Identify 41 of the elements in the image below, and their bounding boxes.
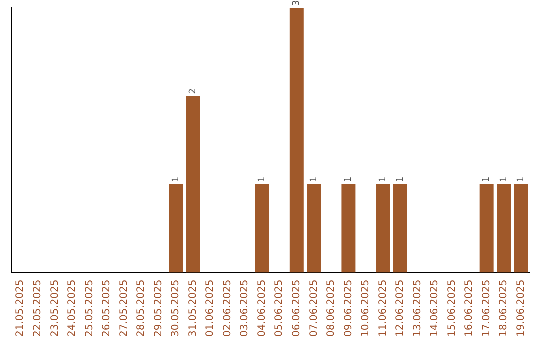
data-label: 2 xyxy=(188,88,199,94)
x-tick-label: 07.06.2025 xyxy=(308,280,320,338)
x-tick-label: 15.06.2025 xyxy=(446,280,458,338)
x-tick-label: 09.06.2025 xyxy=(343,280,354,338)
data-label: 1 xyxy=(258,176,268,182)
data-label: 1 xyxy=(171,176,182,182)
x-tick-label: 05.06.2025 xyxy=(274,280,286,338)
x-tick-label: 16.06.2025 xyxy=(464,280,476,338)
x-tick-label: 24.05.2025 xyxy=(67,280,78,338)
x-tick-label: 03.06.2025 xyxy=(240,280,251,338)
x-tick-label: 17.06.2025 xyxy=(481,280,492,338)
data-label: 3 xyxy=(292,0,302,6)
x-tick-label: 30.05.2025 xyxy=(170,280,182,338)
x-tick-label: 28.05.2025 xyxy=(136,280,148,338)
x-tick-label: 11.06.2025 xyxy=(378,280,389,338)
x-tick-label: 27.05.2025 xyxy=(118,280,130,338)
x-tick-label: 06.06.2025 xyxy=(291,280,302,338)
x-tick-label: 12.06.2025 xyxy=(395,280,406,338)
data-label: 1 xyxy=(482,176,492,182)
data-label: 1 xyxy=(344,176,354,182)
x-tick-label: 25.05.2025 xyxy=(84,280,96,338)
x-tick-label: 31.05.2025 xyxy=(188,280,199,338)
x-tick-label: 13.06.2025 xyxy=(412,280,424,338)
x-tick-label: 04.06.2025 xyxy=(256,280,268,338)
data-label: 1 xyxy=(499,176,510,182)
data-label: 1 xyxy=(516,176,527,182)
x-tick-label: 14.06.2025 xyxy=(430,280,441,338)
x-tick-label: 26.05.2025 xyxy=(102,280,113,338)
data-label: 1 xyxy=(396,176,406,182)
x-tick-label: 18.06.2025 xyxy=(498,280,510,338)
x-tick-label: 29.05.2025 xyxy=(153,280,164,338)
x-tick-label: 23.05.2025 xyxy=(50,280,61,338)
x-tick-label: 02.06.2025 xyxy=(222,280,234,338)
data-label: 1 xyxy=(310,176,320,182)
x-tick-label: 10.06.2025 xyxy=(360,280,372,338)
x-tick-label: 22.05.2025 xyxy=(32,280,44,338)
x-tick-label: 01.06.2025 xyxy=(205,280,216,338)
data-label: 1 xyxy=(378,176,389,182)
x-tick-label: 21.05.2025 xyxy=(15,280,26,338)
x-tick-label: 08.06.2025 xyxy=(326,280,338,338)
x-tick-label: 19.06.2025 xyxy=(516,280,527,338)
